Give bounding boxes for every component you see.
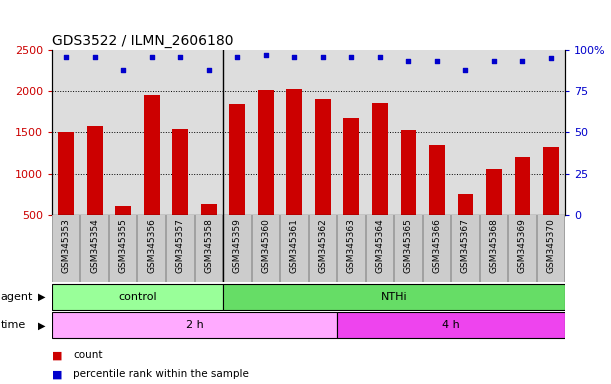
Point — [232, 53, 242, 60]
Point — [175, 53, 185, 60]
Text: agent: agent — [1, 291, 33, 302]
Text: ▶: ▶ — [38, 320, 46, 331]
Text: 2 h: 2 h — [186, 320, 203, 331]
Text: GSM345361: GSM345361 — [290, 218, 299, 273]
Point — [346, 53, 356, 60]
Bar — [223, 284, 565, 310]
Bar — [543, 147, 559, 215]
Point — [461, 67, 470, 73]
Text: control: control — [118, 291, 157, 302]
Text: GSM345358: GSM345358 — [204, 218, 213, 273]
Text: ▶: ▶ — [38, 291, 46, 302]
Bar — [343, 118, 359, 215]
Point — [204, 67, 214, 73]
Text: 4 h: 4 h — [442, 320, 460, 331]
Bar — [87, 126, 103, 215]
Text: GSM345367: GSM345367 — [461, 218, 470, 273]
Point — [375, 53, 385, 60]
Point — [261, 52, 271, 58]
Text: GSM345360: GSM345360 — [262, 218, 270, 273]
Bar — [172, 129, 188, 215]
Point — [432, 58, 442, 65]
Bar — [229, 104, 245, 215]
Bar — [458, 194, 473, 215]
Text: GSM345366: GSM345366 — [433, 218, 441, 273]
Text: GSM345364: GSM345364 — [375, 218, 384, 273]
Bar — [115, 206, 131, 215]
Text: GSM345353: GSM345353 — [62, 218, 71, 273]
Text: GSM345355: GSM345355 — [119, 218, 128, 273]
Point — [546, 55, 556, 61]
Point — [119, 67, 128, 73]
Text: NTHi: NTHi — [381, 291, 408, 302]
Text: GSM345365: GSM345365 — [404, 218, 413, 273]
Point — [518, 58, 527, 65]
Bar — [52, 313, 337, 338]
Bar — [337, 313, 565, 338]
Bar — [52, 284, 223, 310]
Bar — [258, 90, 274, 215]
Text: GSM345357: GSM345357 — [176, 218, 185, 273]
Point — [318, 53, 327, 60]
Point — [61, 53, 71, 60]
Bar — [315, 99, 331, 215]
Text: GSM345369: GSM345369 — [518, 218, 527, 273]
Text: ■: ■ — [52, 350, 62, 360]
Text: GSM345354: GSM345354 — [90, 218, 99, 273]
Bar — [514, 157, 530, 215]
Text: GSM345370: GSM345370 — [546, 218, 555, 273]
Text: GSM345356: GSM345356 — [147, 218, 156, 273]
Bar — [429, 145, 445, 215]
Bar — [401, 130, 416, 215]
Bar — [486, 169, 502, 215]
Text: percentile rank within the sample: percentile rank within the sample — [73, 369, 249, 379]
Point — [489, 58, 499, 65]
Point — [403, 58, 413, 65]
Text: GSM345368: GSM345368 — [489, 218, 499, 273]
Text: GSM345363: GSM345363 — [347, 218, 356, 273]
Point — [90, 53, 100, 60]
Text: time: time — [1, 320, 26, 331]
Text: GSM345359: GSM345359 — [233, 218, 242, 273]
Bar — [372, 103, 388, 215]
Text: ■: ■ — [52, 369, 62, 379]
Bar — [144, 95, 159, 215]
Bar — [287, 89, 302, 215]
Point — [290, 53, 299, 60]
Text: GDS3522 / ILMN_2606180: GDS3522 / ILMN_2606180 — [52, 33, 233, 48]
Bar — [201, 204, 216, 215]
Text: count: count — [73, 350, 103, 360]
Bar — [59, 132, 74, 215]
Point — [147, 53, 156, 60]
Text: GSM345362: GSM345362 — [318, 218, 327, 273]
